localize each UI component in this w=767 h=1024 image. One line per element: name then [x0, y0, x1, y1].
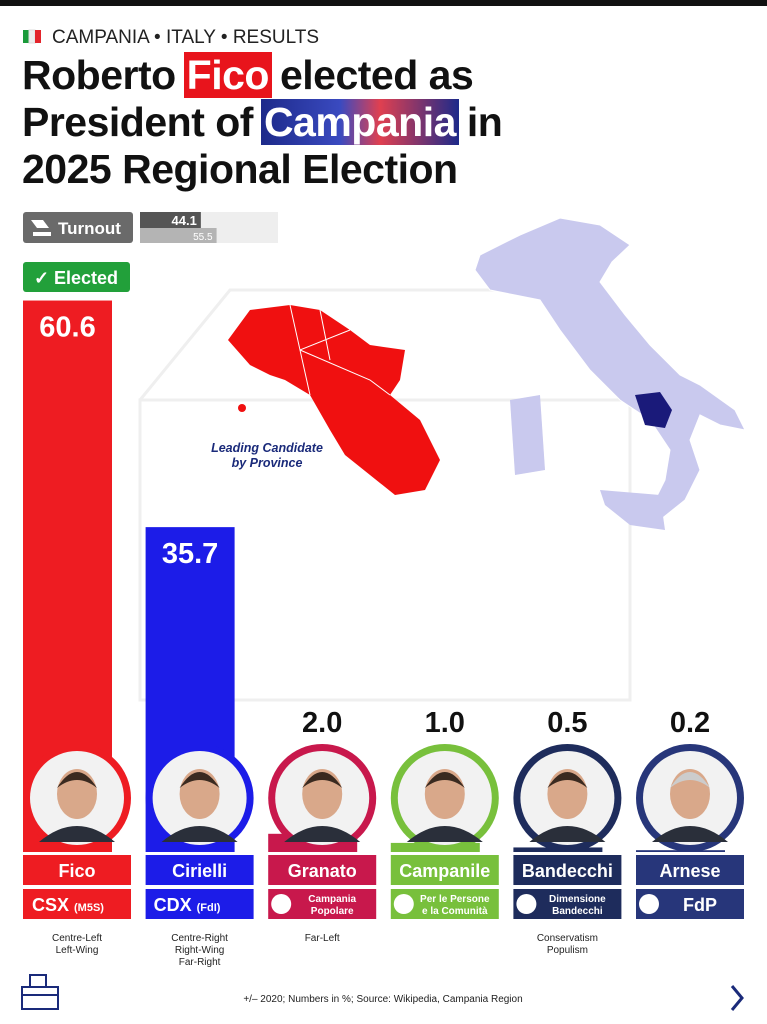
map-label: Leading Candidate — [211, 441, 323, 455]
portrait — [284, 826, 361, 842]
portrait — [652, 826, 728, 842]
portrait — [406, 826, 483, 842]
ideology: Centre-Left — [52, 933, 102, 944]
party-name: Dimensione — [549, 894, 606, 905]
value-label: 2.0 — [302, 707, 342, 739]
party-note: (FdI) — [197, 902, 221, 914]
map — [228, 217, 746, 530]
name-box — [23, 855, 131, 885]
ideology: Right-Wing — [175, 945, 224, 956]
turnout-bar-previous — [140, 228, 217, 243]
next-arrow[interactable] — [730, 985, 744, 1011]
flag — [28, 29, 36, 44]
value-label: 0.5 — [547, 707, 587, 739]
portrait-hair — [179, 772, 220, 788]
ideology: Far-Right — [179, 957, 221, 968]
candidate-name: Granato — [288, 861, 357, 881]
party-logo — [271, 894, 292, 914]
ideology: Populism — [547, 945, 588, 956]
title-text: in — [466, 99, 503, 145]
value-label: 1.0 — [425, 707, 465, 739]
turnout-bar-current — [140, 212, 201, 228]
value-label: 35.7 — [162, 538, 218, 570]
turnout-icon — [31, 220, 51, 236]
party-name: CDX — [154, 895, 192, 915]
portrait — [161, 826, 238, 842]
title-text: 2025 Regional Election — [22, 146, 458, 192]
title-text: Roberto — [22, 52, 176, 98]
footer-source: +/– 2020; Numbers in %; Source: Wikipedi… — [243, 994, 522, 1005]
name-box — [390, 855, 499, 885]
value-label: 60.6 — [39, 312, 95, 344]
party-name: Campania — [308, 894, 356, 905]
party-logo — [516, 894, 537, 914]
portrait-hair — [670, 772, 710, 788]
candidate-name: Arnese — [659, 861, 720, 881]
party-box — [145, 889, 254, 919]
elected-badge — [23, 262, 130, 292]
name-box — [636, 855, 744, 885]
party-box — [23, 889, 131, 919]
sicily — [600, 490, 665, 530]
elected-label: ✓ Elected — [34, 268, 118, 288]
name-box — [268, 855, 377, 885]
candidate-name: Cirielli — [172, 861, 227, 881]
portrait — [39, 826, 115, 842]
turnout-label: Turnout — [58, 219, 121, 238]
portrait-hair — [302, 772, 343, 788]
candidate-name: Bandecchi — [522, 861, 613, 881]
ideology: Centre-Right — [171, 933, 228, 944]
title: Roberto Fico elected as President of Campan… — [22, 52, 510, 193]
header-label: CAMPANIA • ITALY • RESULTS — [52, 27, 319, 48]
party-logo — [639, 894, 659, 914]
campania-map — [228, 305, 440, 495]
flag — [35, 30, 41, 43]
name-box — [145, 855, 254, 885]
top-strip — [0, 0, 767, 6]
portrait — [529, 826, 606, 842]
party-name: CSX — [32, 895, 69, 915]
title-text: President of — [22, 99, 253, 145]
title-highlight: Fico — [183, 52, 272, 98]
ballot-icon — [21, 974, 59, 1010]
ideology: Left-Wing — [56, 945, 99, 956]
province-borders — [289, 304, 391, 396]
turnout-value-current: 44.1 — [172, 213, 197, 228]
portrait-hair — [424, 772, 465, 788]
party-logo — [393, 894, 414, 914]
map-label: by Province — [232, 456, 303, 470]
title-highlight: Campania — [260, 99, 459, 145]
name-box — [513, 855, 622, 885]
party-name: Per le Persone — [420, 894, 490, 905]
italy-mainland — [474, 217, 746, 521]
portrait-hair — [547, 772, 588, 788]
candidate-name: Fico — [58, 861, 95, 881]
party-name: Bandecchi — [552, 906, 603, 917]
ideology: Far-Left — [305, 933, 340, 944]
portrait-hair — [57, 772, 97, 788]
party-name: FdP — [683, 895, 717, 915]
party-name: e la Comunità — [422, 906, 488, 917]
party-name: Popolare — [311, 906, 354, 917]
ideology: Conservatism — [537, 933, 598, 944]
candidate-name: Campanile — [399, 861, 490, 881]
title-text: elected as — [279, 52, 474, 98]
campania-locator — [635, 392, 672, 428]
sardinia — [510, 395, 545, 475]
party-note: (M5S) — [74, 902, 104, 914]
value-label: 0.2 — [670, 707, 710, 739]
island — [238, 404, 246, 412]
flag — [23, 30, 29, 43]
turnout-value-previous: 55.5 — [193, 232, 213, 243]
